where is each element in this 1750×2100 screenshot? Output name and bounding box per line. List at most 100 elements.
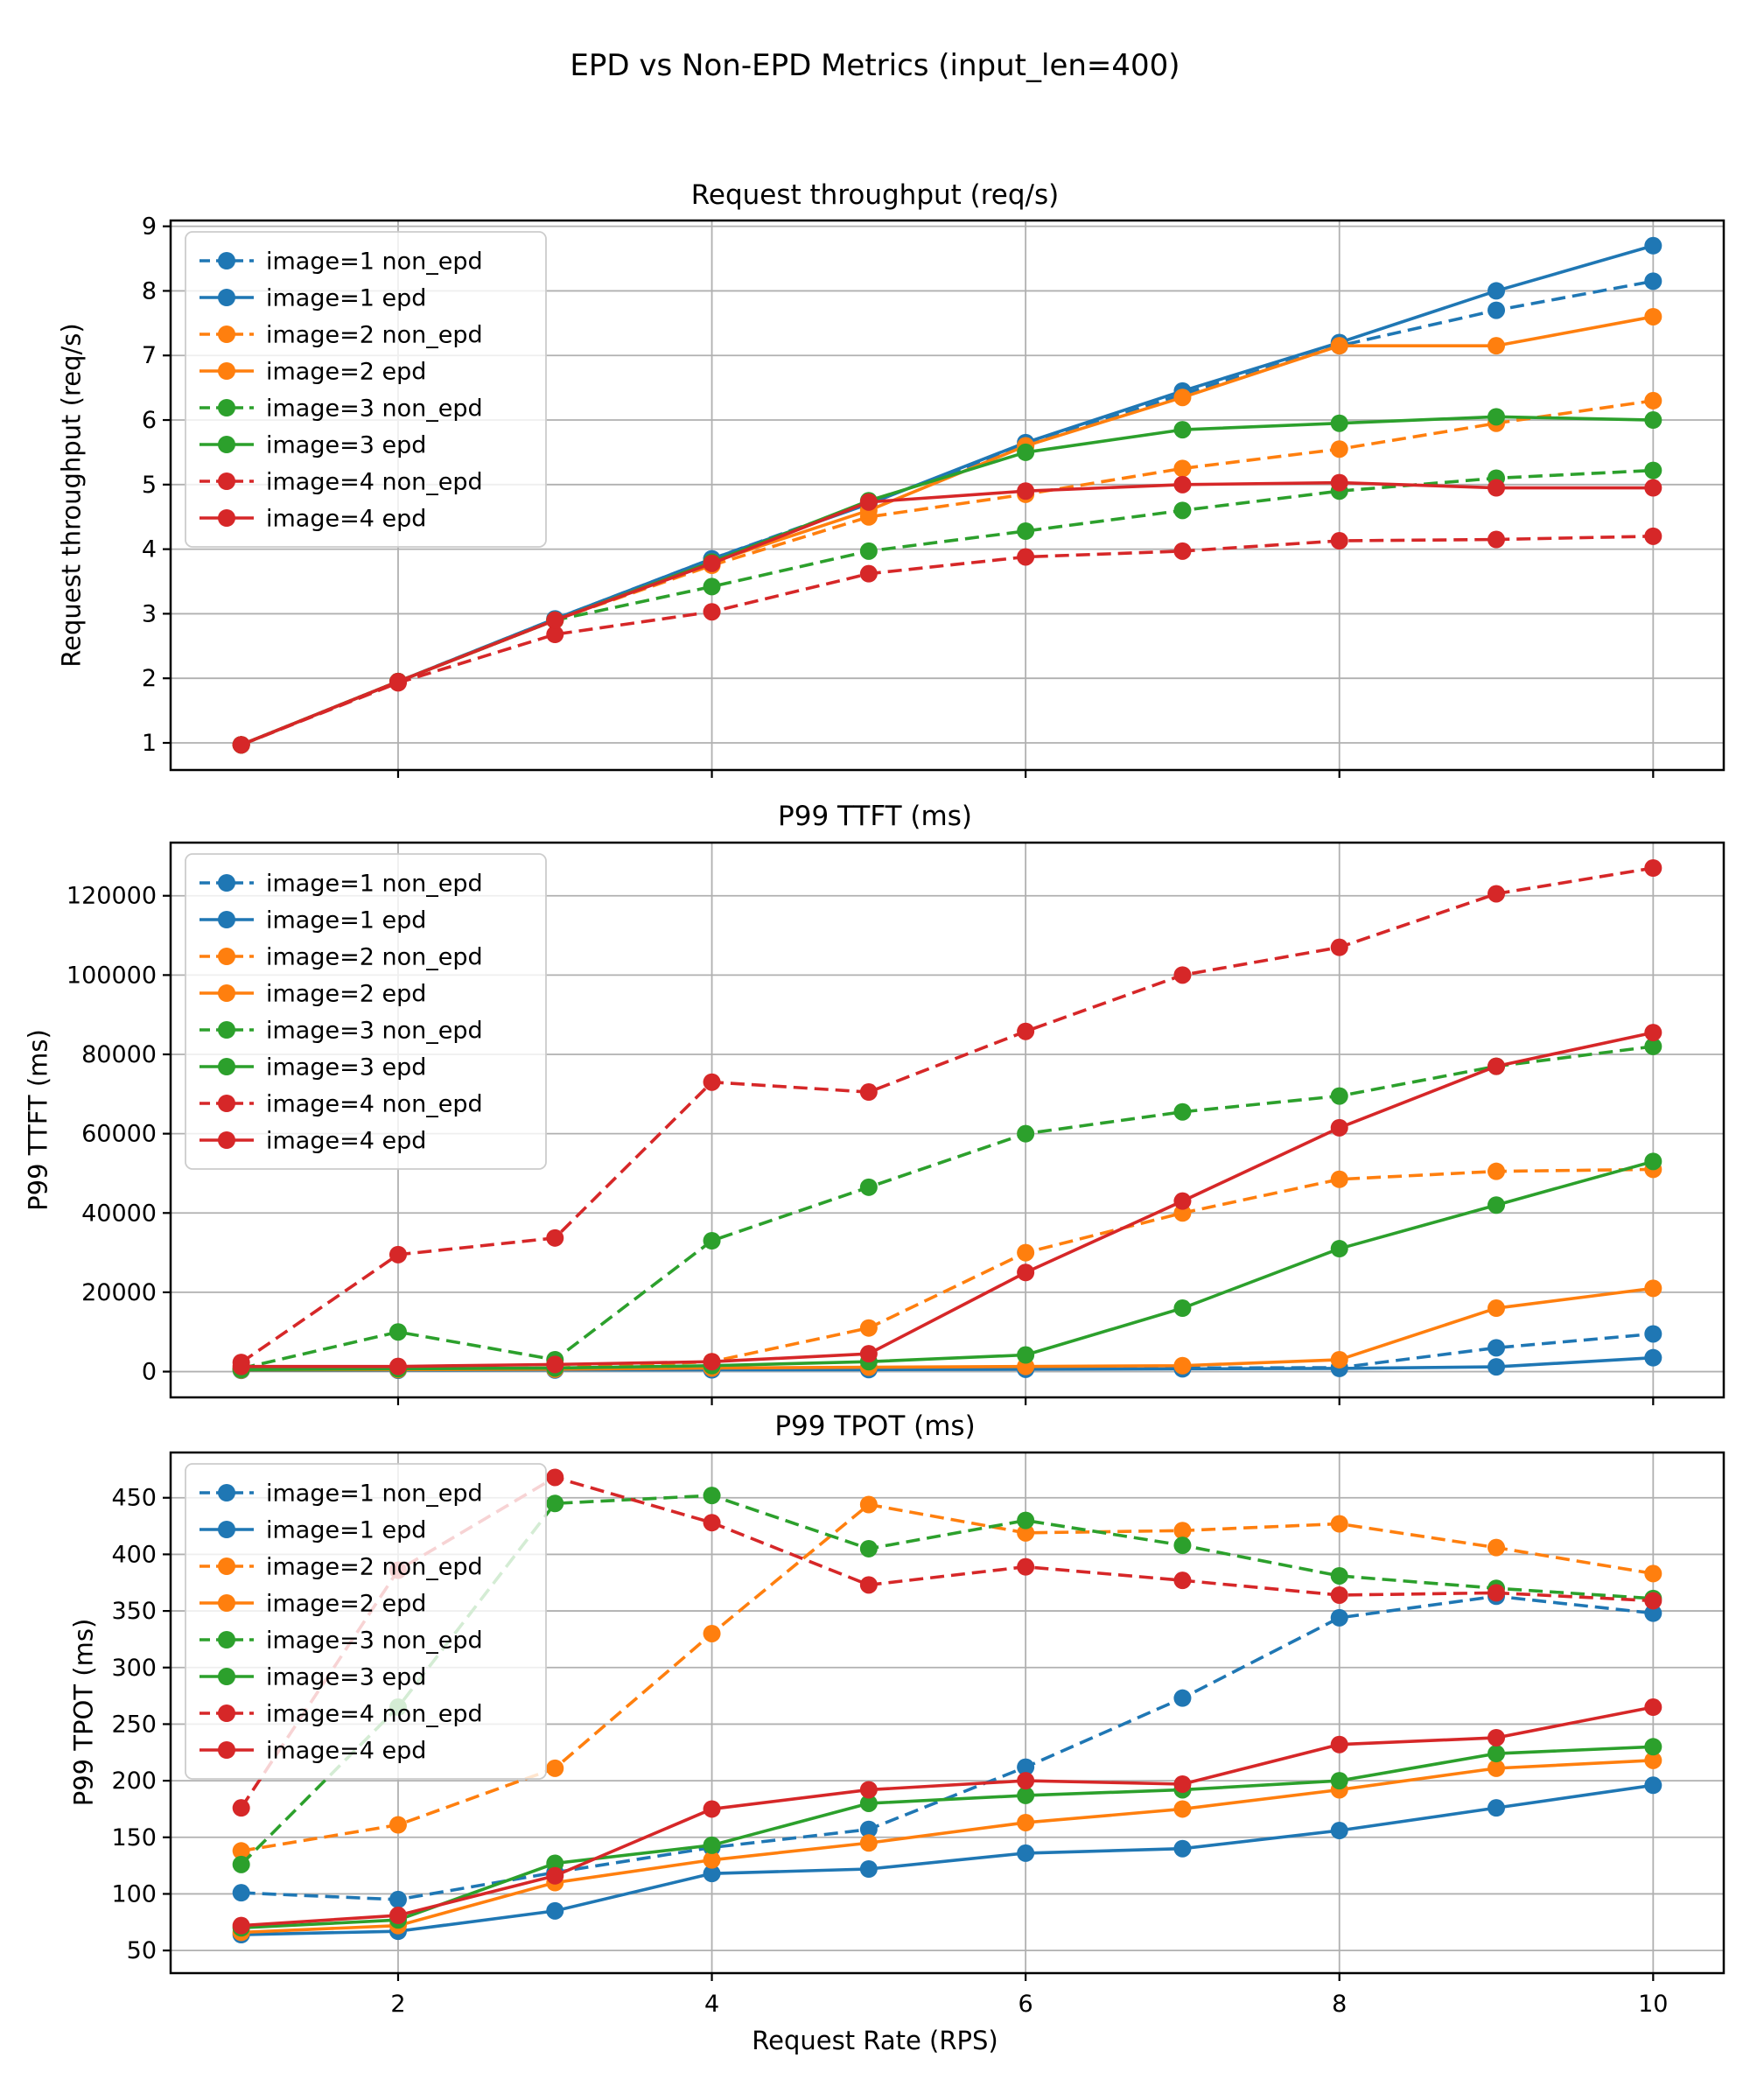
axes-frame — [169, 841, 1726, 1399]
legend-item: image=4 epd — [200, 506, 426, 533]
legend-item: image=1 non_epd — [200, 871, 483, 898]
legend-label: image=1 epd — [266, 1517, 426, 1544]
legend-item: image=1 epd — [200, 907, 426, 934]
y-tick-label: 400 — [111, 1541, 157, 1568]
legend-label: image=2 epd — [266, 359, 426, 386]
x-tick-label: 6 — [1018, 1991, 1033, 2018]
legend: image=1 non_epd image=1 epd image=2 non_ep… — [185, 231, 547, 548]
legend-marker-icon — [218, 1631, 235, 1648]
legend-item: image=2 epd — [200, 1591, 426, 1618]
legend-marker-icon — [218, 1021, 235, 1039]
series-image-4-non-epd — [232, 859, 1662, 1372]
legend-marker-icon — [218, 948, 235, 965]
subplot-1: 0 20000 40000 60000 80000 100000 120000 image=1… — [66, 841, 1726, 1405]
legend-item: image=2 non_epd — [200, 1554, 483, 1581]
legend-item: image=4 non_epd — [200, 469, 483, 496]
y-tick-label: 100 — [111, 1880, 157, 1908]
legend-label: image=1 non_epd — [266, 871, 483, 898]
legend-item: image=2 epd — [200, 981, 426, 1008]
axes-frame — [169, 219, 1726, 772]
legend-marker-icon — [218, 436, 235, 453]
series-image-3-epd — [232, 1152, 1662, 1379]
y-tick-label: 4 — [142, 536, 157, 564]
subplot-title-tpot: P99 TPOT (ms) — [774, 1410, 976, 1442]
legend-marker-icon — [218, 911, 235, 928]
legend-label: image=3 non_epd — [266, 1628, 483, 1655]
series-image-4-epd — [232, 1024, 1662, 1376]
legend-item: image=4 non_epd — [200, 1701, 483, 1728]
y-tick-label: 3 — [142, 600, 157, 627]
y-tick-label: 6 — [142, 407, 157, 434]
legend-marker-icon — [218, 399, 235, 416]
legend-item: image=2 non_epd — [200, 322, 483, 349]
legend-item: image=2 non_epd — [200, 944, 483, 971]
legend-item: image=3 non_epd — [200, 396, 483, 423]
y-tick-label: 80000 — [81, 1041, 157, 1068]
y-tick-label: 5 — [142, 472, 157, 499]
legend-marker-icon — [218, 1741, 235, 1759]
legend-item: image=3 non_epd — [200, 1628, 483, 1655]
legend: image=1 non_epd image=1 epd image=2 non_ep… — [185, 1463, 547, 1780]
legend-item: image=1 non_epd — [200, 248, 483, 276]
legend-label: image=2 non_epd — [266, 1554, 483, 1581]
y-tick-label: 350 — [111, 1598, 157, 1625]
axis-ticks: 1 2 3 4 5 6 7 8 9 — [142, 214, 1655, 778]
legend-label: image=1 non_epd — [266, 248, 483, 276]
y-tick-label: 20000 — [81, 1279, 157, 1306]
legend-marker-icon — [218, 874, 235, 892]
legend-marker-icon — [218, 1484, 235, 1502]
series-image-2-non-epd — [232, 1160, 1662, 1379]
x-axis-label: Request Rate (RPS) — [752, 2026, 998, 2055]
legend-marker-icon — [218, 1594, 235, 1612]
subplot-2: 2 4 6 8 10 50 100 150 200 250 300 350 400 450 image=1 … — [111, 1451, 1726, 2018]
legend-item: image=4 non_epd — [200, 1091, 483, 1118]
y-tick-label: 100000 — [66, 962, 157, 989]
legend-item: image=3 epd — [200, 1054, 426, 1082]
legend-label: image=2 epd — [266, 1591, 426, 1618]
legend-label: image=1 epd — [266, 285, 426, 312]
legend-item: image=3 epd — [200, 432, 426, 459]
legend-label: image=3 epd — [266, 1664, 426, 1691]
y-tick-label: 7 — [142, 342, 157, 369]
legend-label: image=2 non_epd — [266, 322, 483, 349]
legend-label: image=1 non_epd — [266, 1480, 483, 1508]
y-tick-label: 1 — [142, 730, 157, 757]
y-tick-label: 200 — [111, 1768, 157, 1795]
y-tick-label: 50 — [127, 1937, 157, 1964]
legend-label: image=3 epd — [266, 1054, 426, 1082]
legend-label: image=4 epd — [266, 506, 426, 533]
legend-label: image=1 epd — [266, 907, 426, 934]
y-tick-label: 450 — [111, 1485, 157, 1512]
legend-marker-icon — [218, 362, 235, 380]
series-image-1-epd — [232, 1776, 1662, 1944]
legend-item: image=4 epd — [200, 1128, 426, 1155]
x-tick-label: 2 — [390, 1991, 405, 2018]
legend-marker-icon — [218, 1058, 235, 1075]
subplot-title-ttft: P99 TTFT (ms) — [778, 801, 972, 832]
y-axis-label-tpot: P99 TPOT (ms) — [68, 1618, 99, 1807]
y-tick-label: 250 — [111, 1711, 157, 1738]
series-image-4-non-epd — [232, 527, 1662, 754]
legend-item: image=1 non_epd — [200, 1480, 483, 1508]
axis-ticks: 0 20000 40000 60000 80000 100000 120000 — [66, 883, 1655, 1405]
series-image-2-non-epd — [232, 1495, 1662, 1860]
legend-marker-icon — [218, 326, 235, 343]
legend-label: image=3 non_epd — [266, 396, 483, 423]
y-axis-label-ttft: P99 TTFT (ms) — [23, 1029, 53, 1211]
legend-label: image=4 non_epd — [266, 469, 483, 496]
y-axis-label-throughput: Request throughput (req/s) — [56, 323, 87, 668]
subplot-title-throughput: Request throughput (req/s) — [690, 179, 1060, 211]
legend-marker-icon — [218, 509, 235, 527]
y-tick-label: 0 — [142, 1359, 157, 1386]
legend-label: image=2 non_epd — [266, 944, 483, 971]
legend-item: image=4 epd — [200, 1738, 426, 1765]
y-tick-label: 300 — [111, 1655, 157, 1682]
legend-marker-icon — [218, 1095, 235, 1112]
axes-frame — [169, 1451, 1726, 1975]
legend-label: image=4 epd — [266, 1128, 426, 1155]
y-tick-label: 40000 — [81, 1200, 157, 1227]
figure-title: EPD vs Non-EPD Metrics (input_len=400) — [570, 48, 1180, 83]
